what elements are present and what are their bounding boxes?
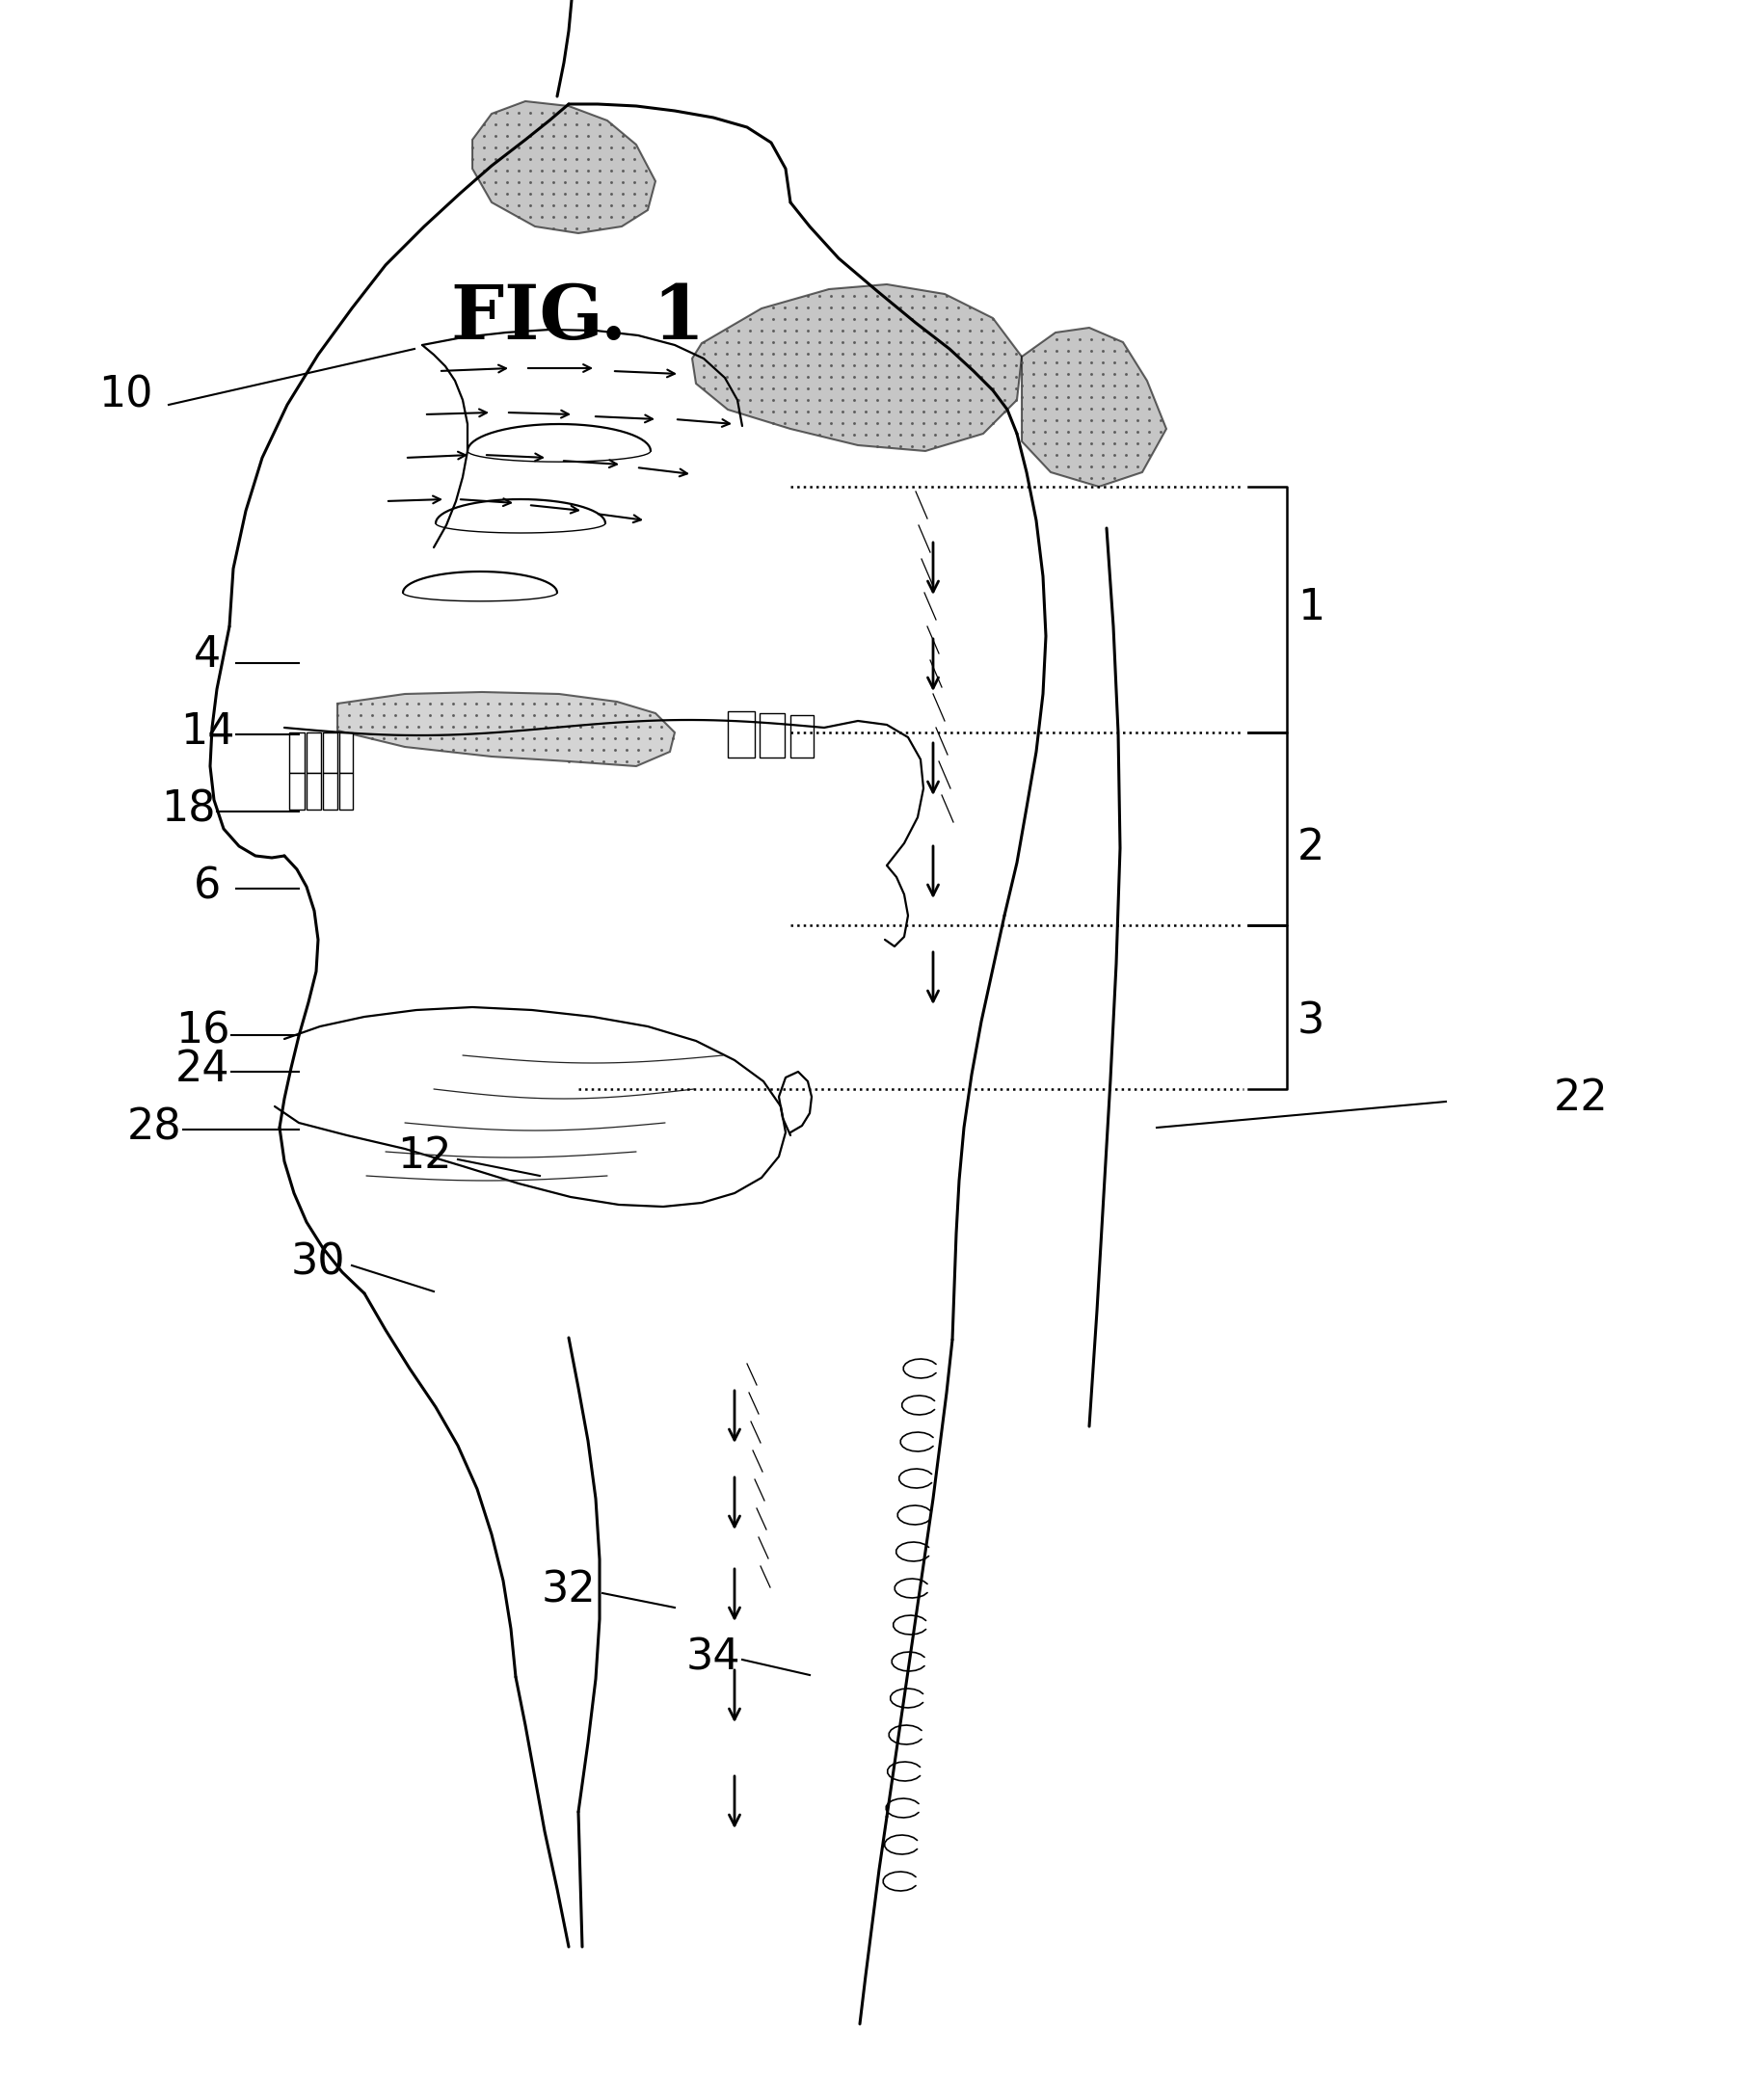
Text: 4: 4 [194,635,220,676]
Polygon shape [337,691,674,766]
Text: 22: 22 [1552,1079,1607,1118]
Polygon shape [691,284,1021,450]
Bar [323,732,337,774]
Bar [289,732,305,774]
Polygon shape [1021,328,1166,488]
Bar [727,712,755,757]
Text: 18: 18 [161,788,215,830]
Text: 16: 16 [175,1011,229,1052]
Text: 10: 10 [99,374,152,415]
Text: 6: 6 [194,865,220,907]
Text: 24: 24 [175,1050,229,1091]
Text: 2: 2 [1297,828,1325,869]
Text: 30: 30 [291,1241,346,1282]
Bar [339,774,353,809]
Bar [759,714,785,757]
Polygon shape [473,102,654,232]
Bar [289,774,305,809]
Bar [339,732,353,774]
Text: 14: 14 [180,712,235,753]
Bar [323,774,337,809]
Text: 3: 3 [1297,1000,1325,1042]
Text: FIG. 1: FIG. 1 [452,282,706,355]
Text: 1: 1 [1297,587,1323,629]
Text: 34: 34 [686,1637,741,1679]
Bar [790,716,813,757]
Text: 28: 28 [127,1106,182,1147]
Text: 32: 32 [542,1569,596,1610]
Text: 12: 12 [397,1135,452,1177]
Bar [307,732,321,774]
Bar [307,774,321,809]
